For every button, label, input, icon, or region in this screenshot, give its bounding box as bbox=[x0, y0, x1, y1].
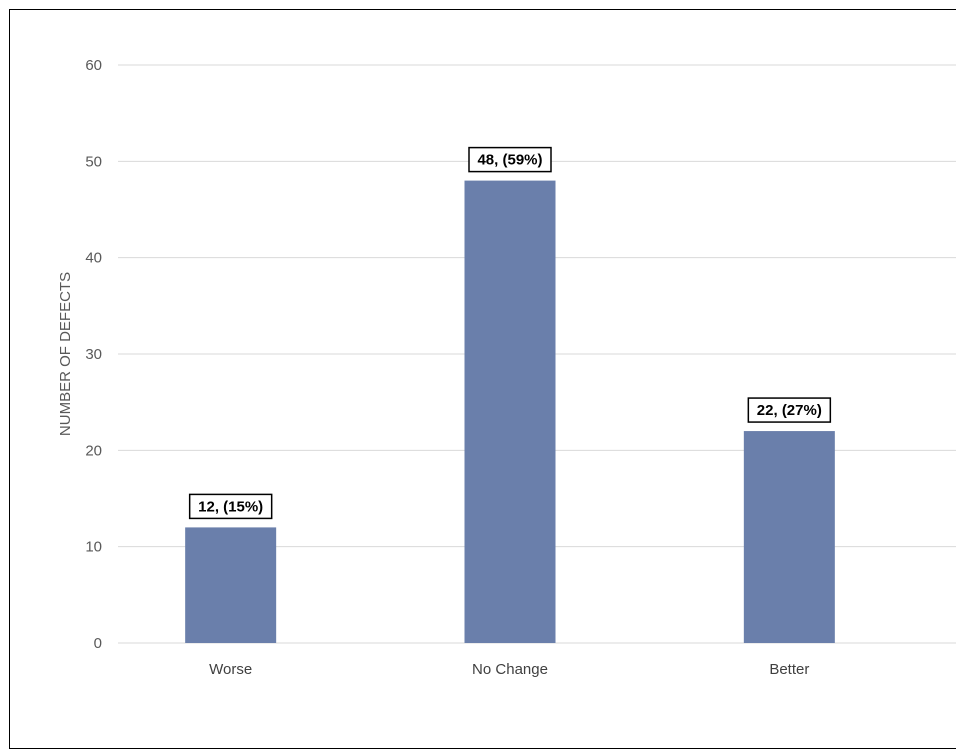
data-label: 48, (59%) bbox=[468, 146, 552, 173]
y-tick-label: 40 bbox=[85, 250, 102, 267]
bar bbox=[743, 431, 835, 643]
data-label-text: 12, (15%) bbox=[198, 498, 263, 515]
y-axis-ticks: 0 10 20 30 40 50 60 bbox=[85, 57, 102, 652]
bar bbox=[464, 180, 556, 643]
y-tick-label: 50 bbox=[85, 153, 102, 170]
data-label-text: 22, (27%) bbox=[757, 402, 822, 419]
data-label: 22, (27%) bbox=[747, 397, 832, 423]
bars bbox=[185, 180, 835, 643]
data-label-box bbox=[188, 493, 273, 520]
y-tick-label: 60 bbox=[85, 57, 102, 74]
data-label-text: 48, (59%) bbox=[477, 152, 542, 169]
x-category-label: Better bbox=[769, 661, 809, 678]
y-tick-label: 20 bbox=[85, 442, 102, 459]
bar bbox=[185, 527, 277, 643]
y-tick-label: 30 bbox=[85, 346, 102, 363]
y-tick-label: 10 bbox=[85, 539, 102, 556]
x-category-label: No Change bbox=[472, 661, 548, 678]
data-labels: 12, (15%) 48, (59%) 22, (27%) bbox=[188, 146, 832, 520]
y-axis-title: NUMBER OF DEFECTS bbox=[57, 272, 74, 436]
bar-chart: 0 10 20 30 40 50 60 12, (15%) 48, (59%) 22, (27%… bbox=[57, 57, 956, 678]
x-axis-categories: Worse No Change Better bbox=[209, 661, 809, 678]
data-label: 12, (15%) bbox=[188, 493, 273, 520]
data-label-box bbox=[468, 146, 552, 173]
data-label-box bbox=[747, 397, 832, 423]
y-tick-label: 0 bbox=[94, 635, 102, 652]
x-category-label: Worse bbox=[209, 661, 252, 678]
